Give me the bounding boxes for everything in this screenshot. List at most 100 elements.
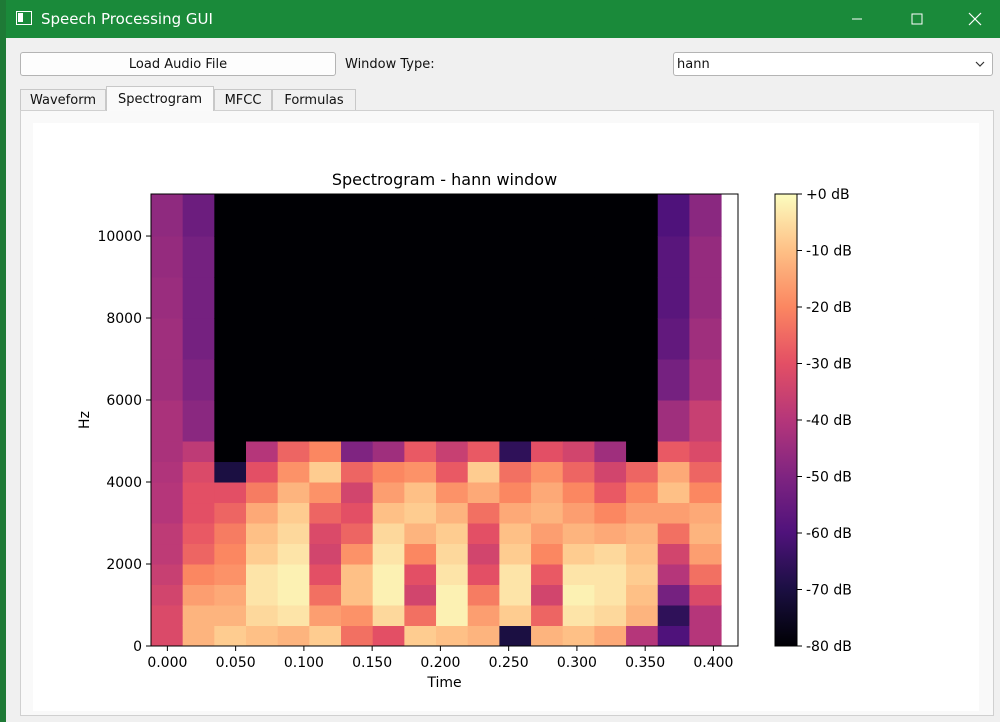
spectrogram-cell [246,584,279,606]
spectrogram-cell [689,564,722,585]
spectrogram-cell [467,277,500,319]
window-type-select[interactable]: hann [673,52,993,76]
window-title: Speech Processing GUI [41,10,213,28]
spectrogram-cell [626,482,659,504]
spectrogram-cell [562,523,595,545]
spectrogram-cell [404,502,437,524]
title-bar: Speech Processing GUI [6,0,1000,38]
spectrogram-cell [372,564,405,585]
spectrogram-cell [182,482,215,504]
spectrogram-cell [182,318,215,360]
spectrogram-cell [277,482,310,504]
spectrogram-cell [594,318,627,360]
tab-mfcc[interactable]: MFCC [214,89,272,110]
spectrogram-cell [467,584,500,606]
spectrogram-cell [246,543,279,565]
spectrogram-cell [657,461,690,483]
spectrogram-cell [214,359,247,401]
main-window: Load Audio File Window Type: hann Wavefo… [6,38,1000,722]
x-tick-label: 0.050 [216,655,256,671]
x-tick-label: 0.200 [420,655,460,671]
spectrogram-cell [689,359,722,401]
spectrogram-cell [372,359,405,401]
spectrogram-cell [182,564,215,585]
spectrogram-cell [499,461,532,483]
spectrogram-cell [151,359,184,401]
spectrogram-cell [436,277,469,319]
spectrogram-cell [341,482,374,504]
spectrogram-cell [246,502,279,524]
spectrogram-cell [372,625,405,647]
maximize-button[interactable] [894,0,940,38]
spectrogram-cell [214,523,247,545]
spectrogram-cell [372,277,405,319]
spectrogram-cell [246,625,279,647]
spectrogram-cell [531,564,564,585]
spectrogram-cell [562,482,595,504]
spectrogram-cell [562,584,595,606]
x-tick-label: 0.100 [284,655,324,671]
spectrogram-cell [562,543,595,565]
app-icon [16,11,32,25]
tab-waveform[interactable]: Waveform [20,89,106,110]
spectrogram-cell [372,318,405,360]
spectrogram-cell [594,523,627,545]
spectrogram-cell [277,359,310,401]
minimize-button[interactable] [834,0,880,38]
spectrogram-cell [277,236,310,278]
spectrogram-cell [341,194,374,237]
spectrogram-cell [151,400,184,442]
spectrogram-cell [214,584,247,606]
spectrogram-cell [689,584,722,606]
spectrogram-cell [214,441,247,463]
spectrogram-cell [182,584,215,606]
spectrogram-cell [594,461,627,483]
spectrogram-cell [372,461,405,483]
spectrogram-cell [277,441,310,463]
spectrogram-cell [182,543,215,565]
spectrogram-cell [182,194,215,237]
spectrogram-cell [626,564,659,585]
spectrogram-cell [626,502,659,524]
spectrogram-cell [277,605,310,626]
colorbar-tick-label: -20 dB [806,300,852,316]
spectrogram-cell [246,194,279,237]
spectrogram-cell [341,236,374,278]
spectrogram-cell [341,359,374,401]
spectrogram-cell [689,236,722,278]
spectrogram-cell [246,523,279,545]
y-tick-label: 2000 [106,557,142,573]
y-tick-label: 6000 [106,393,142,409]
spectrogram-cell [499,502,532,524]
spectrogram-cell [372,400,405,442]
spectrogram-cell [689,605,722,626]
colorbar-tick-label: -50 dB [806,470,852,486]
colorbar [774,193,798,647]
spectrogram-cell [594,359,627,401]
spectrogram-cell [657,482,690,504]
spectrogram-cell [531,625,564,647]
spectrogram-cell [467,318,500,360]
tab-formulas[interactable]: Formulas [272,89,356,110]
spectrogram-cell [562,318,595,360]
spectrogram-cell [341,461,374,483]
spectrogram-cell [436,543,469,565]
spectrogram-cell [594,543,627,565]
chart-title: Spectrogram - hann window [332,170,557,189]
spectrogram-cell [531,441,564,463]
close-button[interactable] [952,0,998,38]
spectrogram-cell [214,194,247,237]
spectrogram-cell [309,543,342,565]
spectrogram-cell [277,277,310,319]
plot-canvas: Spectrogram - hann window 0.000 0.050 0.100… [33,123,979,711]
spectrogram-cell [594,400,627,442]
spectrogram-cell [626,441,659,463]
spectrogram-cell [246,564,279,585]
tab-spectrogram[interactable]: Spectrogram [106,86,214,111]
spectrogram-cell [562,236,595,278]
load-audio-button[interactable]: Load Audio File [20,52,336,76]
spectrogram-cell [151,277,184,319]
spectrogram-cell [404,523,437,545]
spectrogram-cell [436,236,469,278]
spectrogram-cell [657,359,690,401]
